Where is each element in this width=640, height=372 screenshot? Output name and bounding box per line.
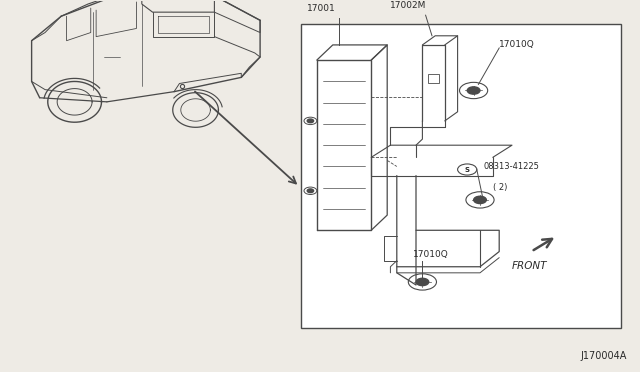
Circle shape [307, 119, 314, 123]
Bar [429, 74, 439, 83]
Text: 17002M: 17002M [390, 1, 427, 10]
Text: 17010Q: 17010Q [413, 250, 449, 259]
Text: 17010Q: 17010Q [499, 41, 535, 49]
Text: 17001: 17001 [307, 4, 336, 13]
Circle shape [474, 196, 486, 203]
Text: FRONT: FRONT [512, 261, 547, 271]
Bar [301, 24, 621, 327]
Circle shape [467, 87, 480, 94]
Text: J170004A: J170004A [581, 351, 627, 361]
Text: 08313-41225: 08313-41225 [483, 162, 539, 171]
Text: S: S [465, 167, 470, 173]
Circle shape [416, 278, 429, 286]
Circle shape [307, 189, 314, 193]
Text: ( 2): ( 2) [493, 183, 507, 192]
